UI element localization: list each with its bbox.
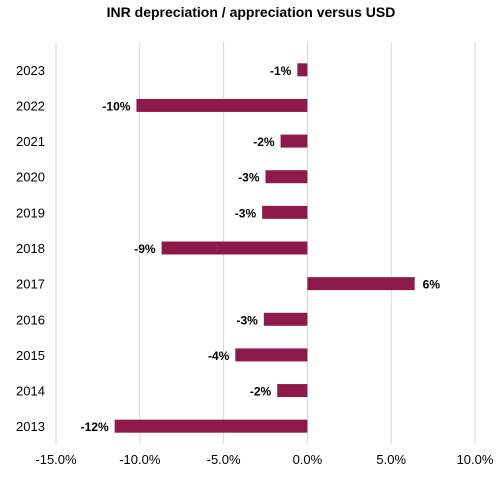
bar — [280, 134, 308, 148]
data-label: -3% — [236, 313, 258, 327]
x-tick-label: -10.0% — [119, 452, 161, 467]
y-tick-label: 2018 — [16, 241, 45, 256]
data-label: 6% — [423, 278, 441, 292]
data-label: -3% — [235, 206, 257, 220]
bar — [265, 170, 308, 184]
data-label: -4% — [208, 349, 230, 363]
y-tick-label: 2019 — [16, 205, 45, 220]
bar — [136, 98, 308, 112]
y-tick-label: 2014 — [16, 384, 45, 399]
chart-title: INR depreciation / appreciation versus U… — [106, 4, 396, 20]
data-label: -2% — [250, 385, 272, 399]
data-label: -10% — [102, 99, 130, 113]
bar — [263, 312, 308, 326]
y-tick-label: 2021 — [16, 134, 45, 149]
y-tick-label: 2015 — [16, 348, 45, 363]
data-label: -12% — [81, 420, 109, 434]
bar — [297, 63, 308, 77]
data-label: -9% — [134, 242, 156, 256]
y-tick-label: 2017 — [16, 277, 45, 292]
x-tick-label: 5.0% — [376, 452, 406, 467]
y-tick-label: 2022 — [16, 98, 45, 113]
x-tick-label: 10.0% — [457, 452, 494, 467]
x-tick-label: -5.0% — [207, 452, 241, 467]
bar — [114, 419, 308, 433]
y-tick-label: 2016 — [16, 312, 45, 327]
bar — [161, 241, 308, 255]
bar — [235, 348, 308, 362]
y-tick-label: 2020 — [16, 170, 45, 185]
bar — [262, 205, 308, 219]
x-tick-label: -15.0% — [35, 452, 77, 467]
bar — [277, 384, 308, 398]
data-label: -1% — [270, 64, 292, 78]
data-label: -2% — [253, 135, 275, 149]
x-tick-label: 0.0% — [293, 452, 323, 467]
data-label: -3% — [238, 171, 260, 185]
y-tick-label: 2013 — [16, 419, 45, 434]
bar — [307, 277, 415, 291]
y-tick-label: 2023 — [16, 63, 45, 78]
